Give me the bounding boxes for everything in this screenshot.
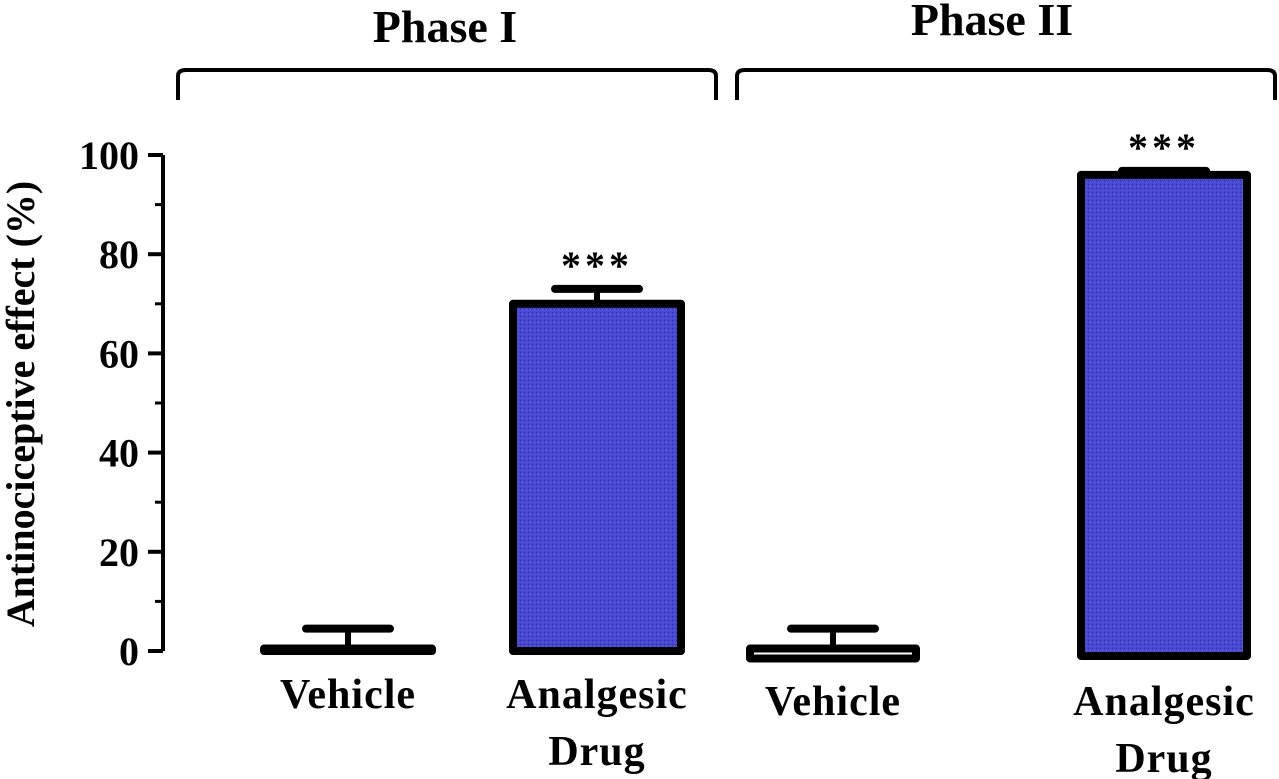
y-axis-label: Antinociceptive effect (%) [0,181,43,627]
x-category-label: Drug [548,729,645,775]
bar-analgesic-drug [509,299,685,655]
y-tick-label: 80 [99,232,139,277]
bar-vehicle [260,644,436,656]
phase-bracket [176,68,718,100]
phase-bracket [735,68,1277,100]
x-category-label: Vehicle [765,679,901,725]
y-tick-label: 0 [119,629,139,674]
x-category-label: Analgesic [506,672,688,718]
x-category-label: Analgesic [1073,679,1255,725]
phase-title: Phase II [911,0,1073,45]
x-category-label: Drug [1115,736,1212,779]
y-tick-label: 60 [99,331,139,376]
bar-vehicle [746,644,920,663]
y-tick-label: 40 [99,431,139,476]
bar-analgesic-drug [1077,170,1251,660]
x-category-label: Vehicle [280,672,416,718]
significance-marker: *** [561,243,633,288]
significance-marker: *** [1128,125,1200,170]
y-tick-label: 20 [99,530,139,575]
phase-title: Phase I [373,1,517,52]
y-tick-label: 100 [79,133,139,178]
